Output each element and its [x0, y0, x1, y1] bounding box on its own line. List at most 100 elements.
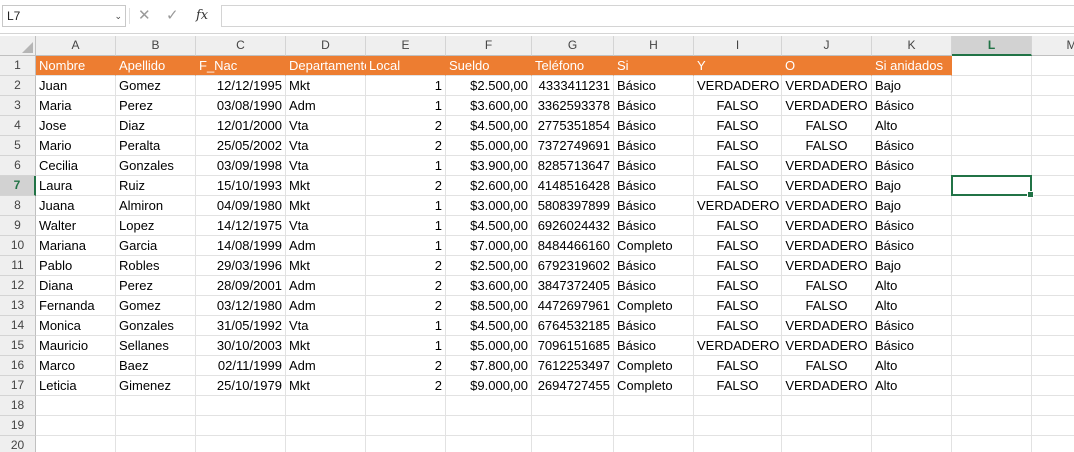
table-cell[interactable]: Vta: [286, 136, 366, 156]
empty-cell[interactable]: [1032, 76, 1074, 96]
table-cell[interactable]: Vta: [286, 216, 366, 236]
header-cell-j[interactable]: O: [782, 56, 872, 76]
header-cell-g[interactable]: Teléfono: [532, 56, 614, 76]
empty-cell[interactable]: [872, 436, 952, 452]
empty-cell[interactable]: [116, 396, 196, 416]
table-cell[interactable]: $3.000,00: [446, 196, 532, 216]
table-cell[interactable]: 1: [366, 216, 446, 236]
table-cell[interactable]: 28/09/2001: [196, 276, 286, 296]
table-cell[interactable]: 2: [366, 176, 446, 196]
header-cell-a[interactable]: Nombre: [36, 56, 116, 76]
empty-cell[interactable]: [872, 416, 952, 436]
formula-input[interactable]: [221, 5, 1074, 27]
table-cell[interactable]: Básico: [614, 136, 694, 156]
row-header-7[interactable]: 7: [0, 176, 36, 196]
empty-cell[interactable]: [116, 416, 196, 436]
table-cell[interactable]: Gonzales: [116, 316, 196, 336]
table-cell[interactable]: Fernanda: [36, 296, 116, 316]
header-cell-b[interactable]: Apellido: [116, 56, 196, 76]
table-cell[interactable]: 1: [366, 336, 446, 356]
table-cell[interactable]: 03/08/1990: [196, 96, 286, 116]
table-cell[interactable]: Básico: [872, 236, 952, 256]
row-header-1[interactable]: 1: [0, 56, 36, 76]
table-cell[interactable]: Alto: [872, 296, 952, 316]
empty-cell[interactable]: [286, 396, 366, 416]
empty-cell[interactable]: [1032, 316, 1074, 336]
table-cell[interactable]: Robles: [116, 256, 196, 276]
table-cell[interactable]: VERDADERO: [782, 336, 872, 356]
table-cell[interactable]: 15/10/1993: [196, 176, 286, 196]
table-cell[interactable]: FALSO: [782, 116, 872, 136]
empty-cell[interactable]: [1032, 236, 1074, 256]
empty-cell[interactable]: [952, 96, 1032, 116]
table-cell[interactable]: Sellanes: [116, 336, 196, 356]
table-cell[interactable]: VERDADERO: [782, 316, 872, 336]
table-cell[interactable]: $4.500,00: [446, 216, 532, 236]
table-cell[interactable]: Almiron: [116, 196, 196, 216]
empty-cell[interactable]: [694, 396, 782, 416]
table-cell[interactable]: VERDADERO: [782, 256, 872, 276]
table-cell[interactable]: $4.500,00: [446, 316, 532, 336]
table-cell[interactable]: Juan: [36, 76, 116, 96]
table-cell[interactable]: FALSO: [694, 316, 782, 336]
table-cell[interactable]: Maria: [36, 96, 116, 116]
table-cell[interactable]: 02/11/1999: [196, 356, 286, 376]
table-cell[interactable]: Adm: [286, 236, 366, 256]
empty-cell[interactable]: [36, 416, 116, 436]
empty-cell[interactable]: [952, 396, 1032, 416]
table-cell[interactable]: 2: [366, 256, 446, 276]
table-cell[interactable]: Bajo: [872, 196, 952, 216]
table-cell[interactable]: 04/09/1980: [196, 196, 286, 216]
header-cell-i[interactable]: Y: [694, 56, 782, 76]
chevron-down-icon[interactable]: ⌄: [114, 11, 122, 21]
empty-cell[interactable]: [782, 416, 872, 436]
table-cell[interactable]: Lopez: [116, 216, 196, 236]
table-cell[interactable]: Vta: [286, 316, 366, 336]
row-header-10[interactable]: 10: [0, 236, 36, 256]
table-cell[interactable]: Juana: [36, 196, 116, 216]
empty-cell[interactable]: [1032, 256, 1074, 276]
close-icon[interactable]: ✕: [138, 7, 151, 24]
table-cell[interactable]: 12/01/2000: [196, 116, 286, 136]
table-cell[interactable]: Completo: [614, 296, 694, 316]
table-cell[interactable]: FALSO: [782, 356, 872, 376]
table-cell[interactable]: Básico: [614, 276, 694, 296]
table-cell[interactable]: Básico: [614, 316, 694, 336]
empty-cell[interactable]: [532, 396, 614, 416]
select-all-button[interactable]: [0, 36, 36, 56]
table-cell[interactable]: 7096151685: [532, 336, 614, 356]
table-cell[interactable]: Completo: [614, 376, 694, 396]
column-header-d[interactable]: D: [286, 36, 366, 56]
empty-cell[interactable]: [446, 396, 532, 416]
table-cell[interactable]: Perez: [116, 276, 196, 296]
empty-cell[interactable]: [782, 396, 872, 416]
table-cell[interactable]: VERDADERO: [694, 196, 782, 216]
empty-cell[interactable]: [614, 416, 694, 436]
table-cell[interactable]: Mkt: [286, 176, 366, 196]
empty-cell[interactable]: [196, 396, 286, 416]
table-cell[interactable]: Básico: [872, 96, 952, 116]
table-cell[interactable]: 3847372405: [532, 276, 614, 296]
header-cell-h[interactable]: Si: [614, 56, 694, 76]
table-cell[interactable]: Mkt: [286, 376, 366, 396]
table-cell[interactable]: Básico: [614, 216, 694, 236]
table-cell[interactable]: Pablo: [36, 256, 116, 276]
empty-cell[interactable]: [694, 416, 782, 436]
empty-cell[interactable]: [614, 396, 694, 416]
empty-cell[interactable]: [1032, 436, 1074, 452]
table-cell[interactable]: Peralta: [116, 136, 196, 156]
column-header-i[interactable]: I: [694, 36, 782, 56]
table-cell[interactable]: 8285713647: [532, 156, 614, 176]
table-cell[interactable]: Vta: [286, 116, 366, 136]
table-cell[interactable]: Gomez: [116, 76, 196, 96]
table-cell[interactable]: FALSO: [694, 296, 782, 316]
row-header-15[interactable]: 15: [0, 336, 36, 356]
row-header-3[interactable]: 3: [0, 96, 36, 116]
table-cell[interactable]: Alto: [872, 356, 952, 376]
table-cell[interactable]: 1: [366, 316, 446, 336]
header-cell-e[interactable]: Local: [366, 56, 446, 76]
header-cell-f[interactable]: Sueldo: [446, 56, 532, 76]
table-cell[interactable]: Básico: [614, 176, 694, 196]
table-cell[interactable]: Alto: [872, 276, 952, 296]
table-cell[interactable]: 29/03/1996: [196, 256, 286, 276]
